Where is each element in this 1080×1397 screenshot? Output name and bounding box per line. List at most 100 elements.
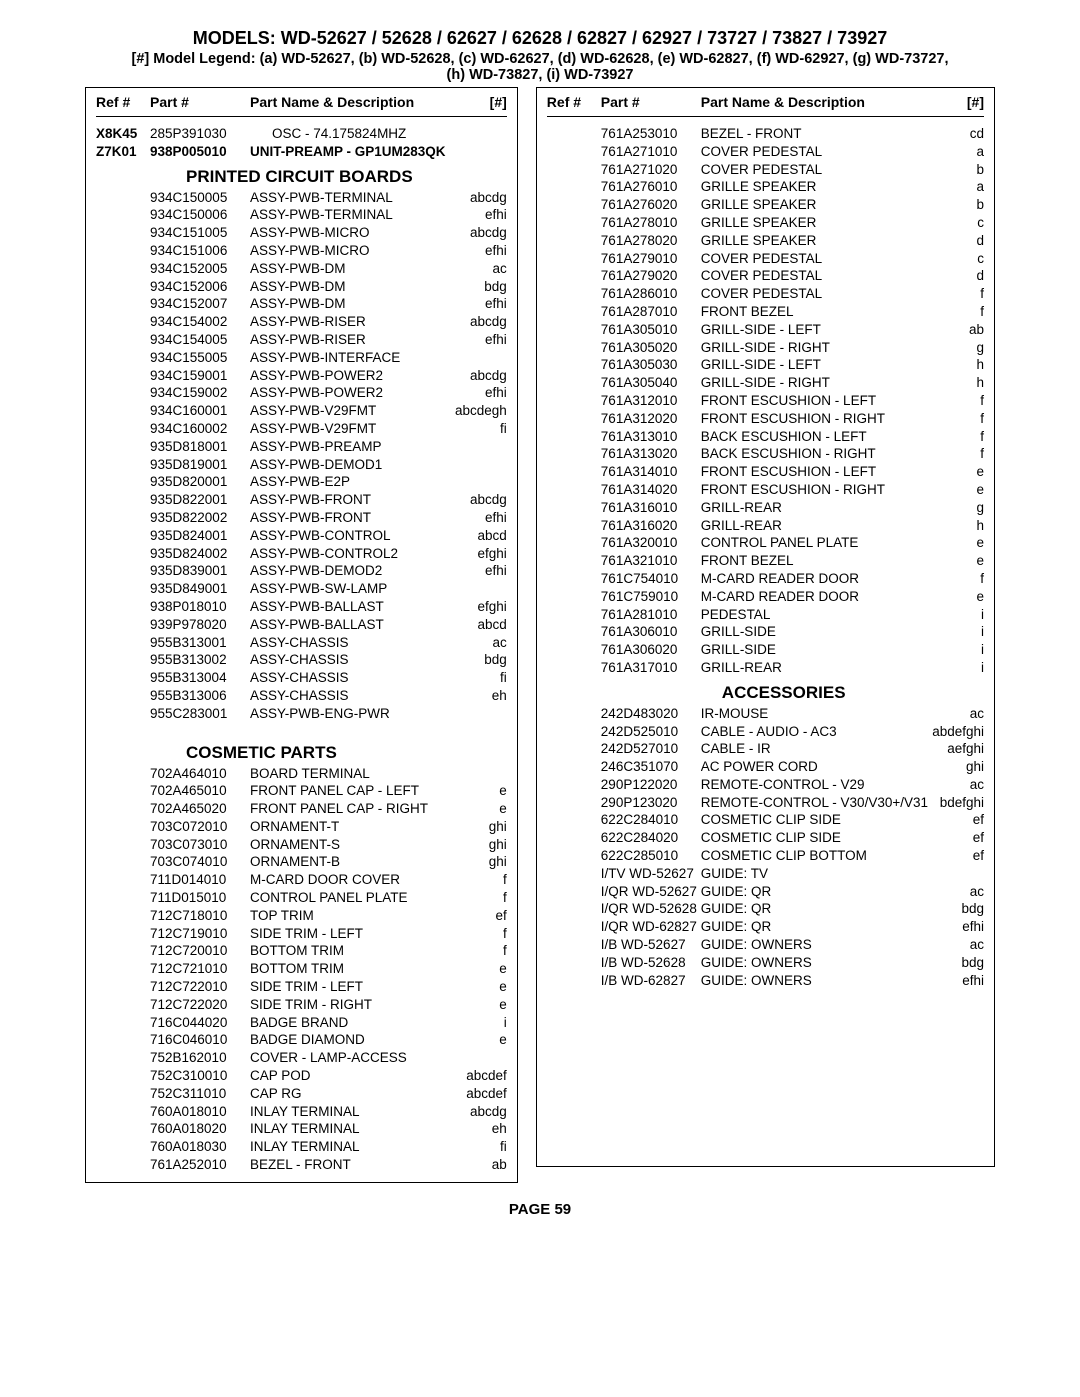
cell-tag: a bbox=[928, 143, 984, 161]
cell-desc: ASSY-CHASSIS bbox=[250, 669, 451, 687]
cell-desc: BOARD TERMINAL bbox=[250, 765, 451, 783]
table-row: 934C159002ASSY-PWB-POWER2efhi bbox=[96, 384, 507, 402]
cell-tag: eh bbox=[451, 687, 507, 705]
cell-part: 711D015010 bbox=[150, 889, 250, 907]
table-row: 761A313020BACK ESCUSHION - RIGHTf bbox=[547, 445, 984, 463]
cell-part: 934C159001 bbox=[150, 367, 250, 385]
cell-ref bbox=[96, 402, 150, 420]
cell-part: 702A465010 bbox=[150, 782, 250, 800]
cell-desc: ASSY-CHASSIS bbox=[250, 651, 451, 669]
table-row: 761A317010GRILL-REARi bbox=[547, 659, 984, 677]
cell-ref bbox=[96, 545, 150, 563]
cell-desc: ASSY-PWB-V29FMT bbox=[250, 402, 451, 420]
cell-desc: GRILLE SPEAKER bbox=[701, 232, 928, 250]
cell-ref bbox=[96, 438, 150, 456]
cell-ref bbox=[96, 473, 150, 491]
cell-ref bbox=[547, 588, 601, 606]
cell-tag: abcdef bbox=[451, 1085, 507, 1103]
cell-desc: BOTTOM TRIM bbox=[250, 942, 451, 960]
cell-ref bbox=[96, 313, 150, 331]
table-row: 761A314020FRONT ESCUSHION - RIGHTe bbox=[547, 481, 984, 499]
table-row: 935D849001ASSY-PWB-SW-LAMP bbox=[96, 580, 507, 598]
table-row: 935D824001ASSY-PWB-CONTROLabcd bbox=[96, 527, 507, 545]
cell-tag: ghi bbox=[451, 853, 507, 871]
table-row: 761A320010CONTROL PANEL PLATEe bbox=[547, 534, 984, 552]
cell-tag: i bbox=[928, 659, 984, 677]
cell-tag: efhi bbox=[451, 206, 507, 224]
table-row: 703C073010ORNAMENT-Sghi bbox=[96, 836, 507, 854]
cell-part: 761A305020 bbox=[601, 339, 701, 357]
cell-tag: ghi bbox=[928, 758, 984, 776]
hdr-tag: [#] bbox=[928, 94, 984, 110]
cell-ref bbox=[96, 889, 150, 907]
cell-ref bbox=[547, 659, 601, 677]
cell-part: 761A314010 bbox=[601, 463, 701, 481]
table-row: 934C155005ASSY-PWB-INTERFACE bbox=[96, 349, 507, 367]
cell-ref bbox=[96, 925, 150, 943]
table-row: 761A281010PEDESTALi bbox=[547, 606, 984, 624]
cell-desc: CAP RG bbox=[250, 1085, 451, 1103]
cell-part: 622C284020 bbox=[601, 829, 701, 847]
cell-tag bbox=[451, 705, 507, 723]
table-row: 622C284010COSMETIC CLIP SIDEef bbox=[547, 811, 984, 829]
cell-desc: COVER PEDESTAL bbox=[701, 143, 928, 161]
cell-part: 761A278020 bbox=[601, 232, 701, 250]
cell-desc: GRILLE SPEAKER bbox=[701, 196, 928, 214]
table-row: 934C152006ASSY-PWB-DMbdg bbox=[96, 278, 507, 296]
table-row: 712C722010SIDE TRIM - LEFTe bbox=[96, 978, 507, 996]
cell-desc: ASSY-PWB-V29FMT bbox=[250, 420, 451, 438]
cell-tag: h bbox=[928, 374, 984, 392]
cell-tag: fi bbox=[451, 1138, 507, 1156]
cell-part: 752C310010 bbox=[150, 1067, 250, 1085]
cell-part: 935D818001 bbox=[150, 438, 250, 456]
table-row: 242D483020IR-MOUSEac bbox=[547, 705, 984, 723]
cell-ref bbox=[547, 303, 601, 321]
cell-desc: ORNAMENT-B bbox=[250, 853, 451, 871]
cell-desc: ASSY-PWB-TERMINAL bbox=[250, 206, 451, 224]
cell-desc: GRILL-SIDE - LEFT bbox=[701, 356, 928, 374]
cell-desc: ASSY-PWB-POWER2 bbox=[250, 367, 451, 385]
table-row: 760A018030INLAY TERMINALfi bbox=[96, 1138, 507, 1156]
cell-part: 761A312010 bbox=[601, 392, 701, 410]
cell-tag: bdg bbox=[451, 278, 507, 296]
cell-ref bbox=[547, 481, 601, 499]
cell-desc: ASSY-PWB-POWER2 bbox=[250, 384, 451, 402]
table-row: 703C074010ORNAMENT-Bghi bbox=[96, 853, 507, 871]
cell-tag bbox=[451, 473, 507, 491]
cell-desc: FRONT ESCUSHION - LEFT bbox=[701, 463, 928, 481]
cell-ref bbox=[547, 232, 601, 250]
cell-ref bbox=[96, 598, 150, 616]
table-row: 761A252010BEZEL - FRONTab bbox=[96, 1156, 507, 1174]
model-legend-1: [#] Model Legend: (a) WD-52627, (b) WD-5… bbox=[85, 51, 995, 67]
cell-tag: f bbox=[451, 942, 507, 960]
cell-ref bbox=[96, 996, 150, 1014]
cell-part: 955B313006 bbox=[150, 687, 250, 705]
cell-desc: ASSY-PWB-TERMINAL bbox=[250, 189, 451, 207]
table-row: 934C159001ASSY-PWB-POWER2abcdg bbox=[96, 367, 507, 385]
cell-part: 290P122020 bbox=[601, 776, 701, 794]
cell-tag bbox=[451, 580, 507, 598]
table-row: I/QR WD-62827GUIDE: QRefhi bbox=[547, 918, 984, 936]
cell-part: 761C754010 bbox=[601, 570, 701, 588]
cell-part: 761A316010 bbox=[601, 499, 701, 517]
cell-ref bbox=[96, 242, 150, 260]
cell-ref bbox=[96, 782, 150, 800]
table-row: 761A316010GRILL-REARg bbox=[547, 499, 984, 517]
cell-ref bbox=[547, 250, 601, 268]
cell-tag: aefghi bbox=[928, 740, 984, 758]
hdr-desc: Part Name & Description bbox=[250, 94, 451, 110]
cell-part: 761A306010 bbox=[601, 623, 701, 641]
cell-ref bbox=[96, 1049, 150, 1067]
cell-tag: bdg bbox=[928, 900, 984, 918]
cell-part: 934C154005 bbox=[150, 331, 250, 349]
table-row: 761A286010COVER PEDESTALf bbox=[547, 285, 984, 303]
cell-ref bbox=[547, 570, 601, 588]
hdr-ref: Ref # bbox=[96, 94, 150, 110]
table-row: 622C285010COSMETIC CLIP BOTTOMef bbox=[547, 847, 984, 865]
cell-tag: efhi bbox=[451, 562, 507, 580]
cell-ref bbox=[96, 960, 150, 978]
cell-desc: ASSY-PWB-DM bbox=[250, 295, 451, 313]
cell-tag: ef bbox=[928, 829, 984, 847]
table-row: 761C754010M-CARD READER DOORf bbox=[547, 570, 984, 588]
cell-tag: ef bbox=[928, 811, 984, 829]
